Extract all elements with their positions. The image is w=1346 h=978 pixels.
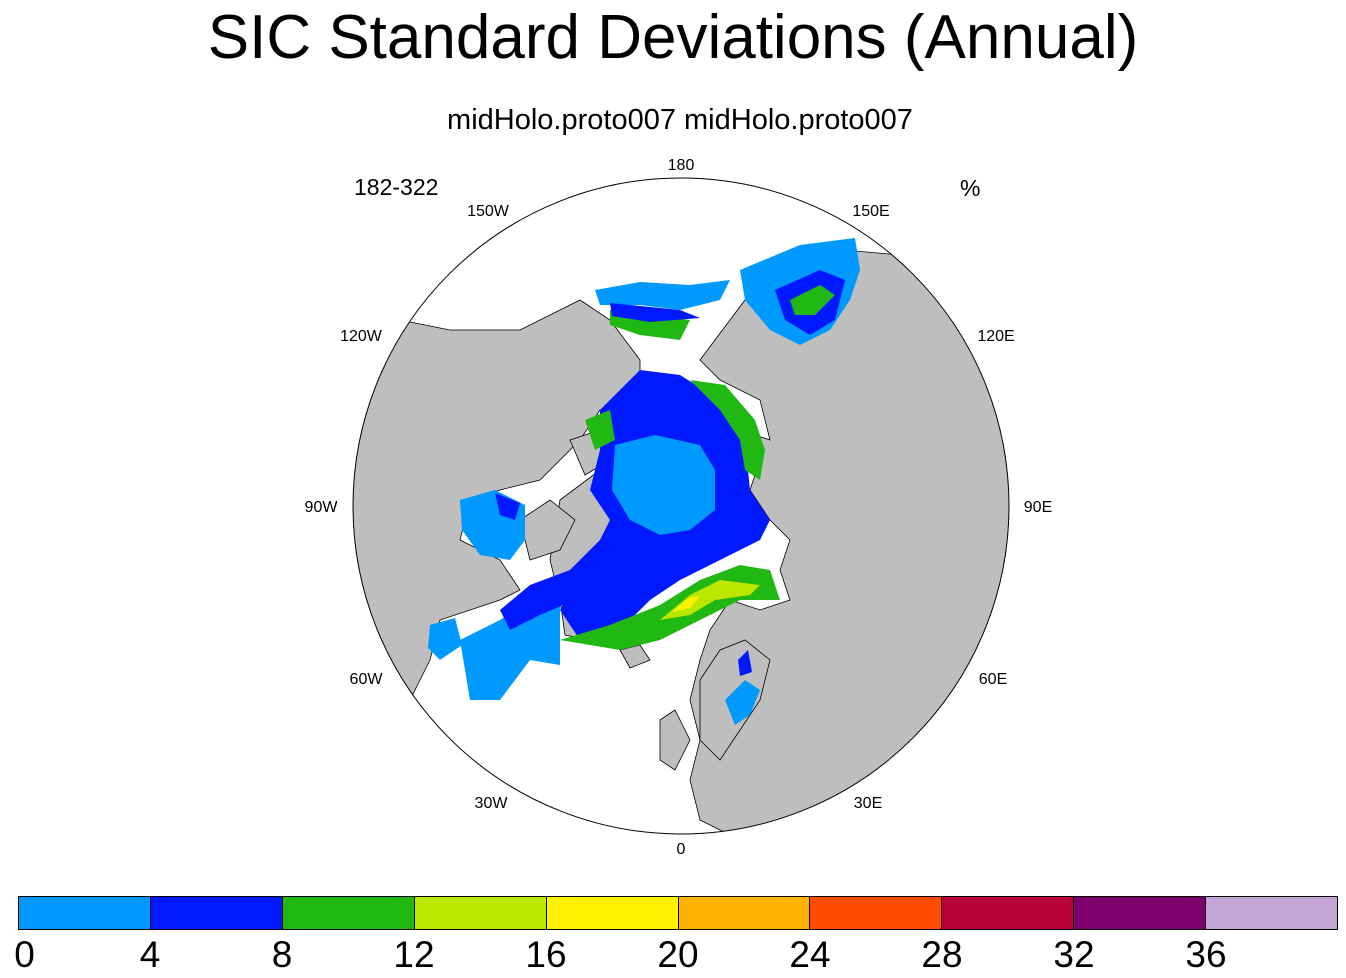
colorbar-segment bbox=[678, 897, 811, 929]
colorbar-tick-label: 16 bbox=[525, 934, 567, 975]
longitude-label: 150W bbox=[467, 203, 510, 220]
longitude-label: 60W bbox=[350, 671, 384, 688]
page-title: SIC Standard Deviations (Annual) bbox=[207, 3, 1139, 72]
land-british-isles bbox=[659, 709, 691, 771]
colorbar-segment bbox=[1206, 897, 1338, 929]
longitude-label: 0 bbox=[677, 841, 686, 858]
longitude-label: 60E bbox=[979, 671, 1007, 688]
years-label: 182-322 bbox=[354, 174, 438, 200]
ice-baffin-dark bbox=[500, 540, 605, 630]
units-label: % bbox=[960, 175, 980, 201]
page-subtitle: midHolo.proto007 midHolo.proto007 bbox=[447, 104, 913, 136]
ice-band-12-16 bbox=[660, 580, 760, 620]
ice-band-0-4-central bbox=[612, 435, 715, 535]
colorbar-tick-label: 36 bbox=[1185, 934, 1227, 975]
colorbar-tick-label: 28 bbox=[921, 934, 963, 975]
longitude-label: 120W bbox=[340, 328, 383, 345]
colorbar-segment bbox=[282, 897, 415, 929]
land-baffin bbox=[519, 499, 576, 561]
ice-band-16-20 bbox=[672, 596, 700, 612]
ice-band-8-12-east bbox=[690, 380, 765, 480]
ice-bering bbox=[595, 280, 730, 310]
map-boundary bbox=[352, 177, 1010, 835]
colorbar-segment bbox=[546, 897, 679, 929]
ice-st-lawrence bbox=[428, 618, 462, 660]
colorbar-segment bbox=[414, 897, 547, 929]
colorbar-segment bbox=[19, 897, 151, 929]
colorbar bbox=[18, 896, 1338, 930]
colorbar-tick-label: 0 bbox=[14, 934, 35, 975]
colorbar-tick-label: 32 bbox=[1053, 934, 1095, 975]
longitude-label: 150E bbox=[852, 203, 889, 220]
ice-hudson-inner bbox=[495, 493, 520, 520]
polar-map: 180 150E 120E 90E 60E 30E 0 30W 60W 90W … bbox=[305, 157, 1053, 858]
colorbar-segment bbox=[810, 897, 943, 929]
colorbar-ticks: 0 4 8 12 16 20 24 28 32 36 bbox=[0, 934, 1346, 978]
longitude-label: 30W bbox=[475, 795, 509, 812]
colorbar-tick-label: 20 bbox=[657, 934, 699, 975]
colorbar-segment bbox=[150, 897, 283, 929]
ice-baltic bbox=[725, 680, 760, 725]
land-iceland bbox=[619, 644, 651, 669]
colorbar-tick-label: 24 bbox=[789, 934, 831, 975]
longitude-label: 120E bbox=[977, 328, 1014, 345]
colorbar-tick-label: 12 bbox=[393, 934, 435, 975]
colorbar-segment bbox=[1074, 897, 1207, 929]
sea-ice-field bbox=[428, 238, 860, 725]
longitude-label: 30E bbox=[854, 795, 882, 812]
colorbar-tick-label: 4 bbox=[139, 934, 161, 975]
colorbar-segment bbox=[942, 897, 1075, 929]
longitude-label: 90W bbox=[305, 499, 339, 516]
ice-baltic-dark bbox=[738, 650, 752, 676]
longitude-label: 90E bbox=[1024, 499, 1052, 516]
longitude-label: 180 bbox=[668, 157, 695, 174]
ice-bering-dark bbox=[610, 303, 700, 322]
ice-labrador-outer bbox=[460, 600, 560, 700]
map-content bbox=[353, 238, 1009, 834]
colorbar-tick-label: 8 bbox=[271, 934, 293, 975]
ice-okhotsk-core bbox=[790, 285, 835, 315]
ice-band-8-12-beaufort bbox=[585, 410, 615, 450]
